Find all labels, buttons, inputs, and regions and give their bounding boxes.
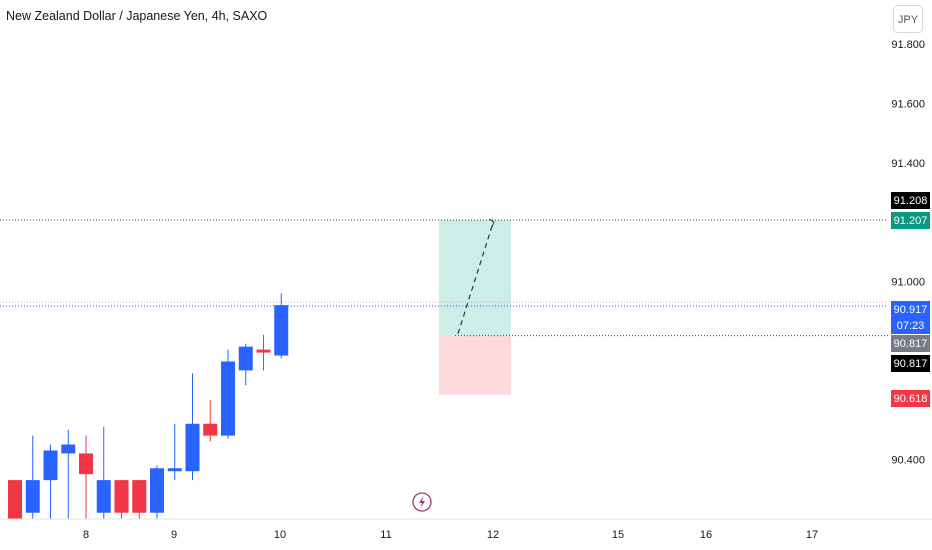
candle[interactable] — [43, 444, 58, 519]
x-tick-label: 11 — [380, 529, 391, 541]
candle[interactable] — [221, 349, 235, 439]
candle-body — [167, 468, 182, 472]
candle[interactable] — [185, 373, 200, 481]
projection-arrow-icon — [488, 218, 495, 228]
x-tick-label: 16 — [700, 529, 712, 541]
currency-button[interactable]: JPY — [893, 5, 923, 33]
projection-line — [457, 222, 494, 334]
candle[interactable] — [114, 480, 129, 519]
candle[interactable] — [25, 435, 40, 519]
y-tick-label: 91.400 — [891, 158, 925, 170]
candle[interactable] — [203, 400, 218, 442]
price-label-bg — [891, 335, 930, 352]
y-tick-label: 91.800 — [891, 39, 925, 51]
price-label: 90.618 — [894, 393, 928, 405]
candle-body — [61, 444, 76, 454]
candle-body — [132, 480, 147, 513]
price-label: 07:23 — [897, 320, 925, 332]
price-label-bg — [891, 301, 930, 318]
y-tick-label: 91.000 — [891, 276, 925, 288]
event-marker-bolt — [419, 496, 425, 508]
candle-body — [274, 305, 289, 356]
candle-body — [114, 480, 129, 513]
price-label-bg — [891, 212, 930, 229]
candle[interactable] — [167, 423, 182, 481]
candle-body — [203, 423, 218, 436]
candle[interactable] — [150, 465, 164, 519]
price-label: 91.208 — [894, 195, 928, 207]
candle-body — [238, 346, 253, 371]
lightning-icon[interactable] — [412, 492, 432, 512]
target-zone[interactable] — [439, 220, 511, 336]
price-label: 90.817 — [894, 338, 928, 350]
x-tick-label: 12 — [487, 529, 499, 541]
candle[interactable] — [96, 426, 111, 519]
candle-body — [185, 423, 200, 472]
candle-body — [25, 480, 40, 513]
y-tick-label: 90.400 — [891, 454, 925, 466]
x-tick-label: 8 — [83, 529, 89, 541]
x-tick-label: 10 — [274, 529, 286, 541]
x-tick-label: 9 — [171, 529, 177, 541]
x-tick-label: 17 — [806, 529, 818, 541]
price-label: 90.917 — [894, 304, 928, 316]
candle[interactable] — [256, 334, 271, 371]
candle-body — [8, 480, 22, 519]
candle-body — [79, 453, 93, 475]
stop-zone[interactable] — [439, 335, 511, 395]
candle[interactable] — [238, 343, 253, 386]
price-label: 91.207 — [894, 215, 928, 227]
chart-title: New Zealand Dollar / Japanese Yen, 4h, S… — [6, 9, 268, 23]
candle-body — [96, 480, 111, 513]
candle-body — [256, 349, 271, 353]
candle-body — [43, 450, 58, 481]
candle-body — [150, 468, 164, 513]
candle[interactable] — [132, 480, 147, 519]
candle[interactable] — [274, 293, 289, 359]
candle-body — [221, 361, 235, 436]
price-label-bg — [891, 390, 930, 407]
price-label-bg — [891, 192, 930, 209]
price-label: 90.817 — [894, 358, 928, 370]
price-label-bg — [891, 355, 930, 372]
candle[interactable] — [61, 429, 76, 519]
candle[interactable] — [79, 435, 93, 519]
y-tick-label: 91.600 — [891, 98, 925, 110]
x-tick-label: 15 — [612, 529, 624, 541]
price-label-bg — [891, 317, 930, 334]
candle[interactable] — [8, 480, 22, 519]
